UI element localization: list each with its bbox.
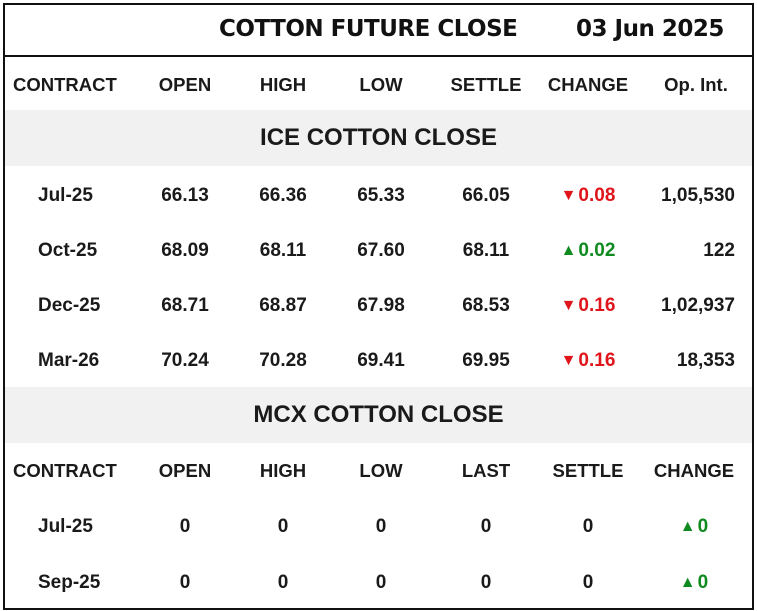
open-cell: 68.71 xyxy=(161,295,209,316)
header-open: OPEN xyxy=(158,74,212,95)
settle-cell: 68.53 xyxy=(462,295,510,316)
high-cell: 68.11 xyxy=(259,240,307,261)
table-row: Oct-25 68.09 68.11 67.60 68.11 ▲ 0.02 122 xyxy=(5,223,752,279)
change-value: 0.16 xyxy=(578,350,616,371)
settle-cell: 68.11 xyxy=(462,240,510,261)
high-cell: 0 xyxy=(277,516,289,537)
settle-cell: 66.05 xyxy=(462,185,510,206)
low-cell: 0 xyxy=(375,516,387,537)
change-value: 0 xyxy=(697,516,709,537)
low-cell: 65.33 xyxy=(357,185,405,206)
high-cell: 68.87 xyxy=(259,295,307,316)
contract-cell: Jul-25 xyxy=(38,185,93,206)
header-settle: SETTLE xyxy=(450,74,522,95)
mcx-section-title: MCX COTTON CLOSE xyxy=(5,387,752,443)
change-value: 0.02 xyxy=(578,240,616,261)
up-arrow-icon: ▲ xyxy=(560,242,577,259)
high-cell: 66.36 xyxy=(259,185,307,206)
change-cell: ▼ 0.16 xyxy=(543,333,633,389)
down-arrow-icon: ▼ xyxy=(560,187,577,204)
open-interest-cell: 18,353 xyxy=(676,350,735,371)
contract-cell: Mar-26 xyxy=(38,350,100,371)
cotton-close-table: COTTON FUTURE CLOSE 03 Jun 2025 CONTRACT… xyxy=(3,3,754,610)
table-row: Mar-26 70.24 70.28 69.41 69.95 ▼ 0.16 18,353 xyxy=(5,333,752,389)
contract-cell: Oct-25 xyxy=(38,240,98,261)
down-arrow-icon: ▼ xyxy=(560,352,577,369)
open-cell: 0 xyxy=(179,572,191,593)
ice-header-row: CONTRACT OPEN HIGH LOW SETTLE CHANGE Op.… xyxy=(5,57,752,113)
open-cell: 0 xyxy=(179,516,191,537)
settle-cell: 69.95 xyxy=(462,350,510,371)
change-value: 0 xyxy=(697,572,709,593)
low-cell: 67.60 xyxy=(357,240,405,261)
header-contract: CONTRACT xyxy=(13,74,117,95)
up-arrow-icon: ▲ xyxy=(679,574,696,591)
contract-cell: Dec-25 xyxy=(38,295,101,316)
down-arrow-icon: ▼ xyxy=(560,297,577,314)
open-cell: 70.24 xyxy=(161,350,209,371)
high-cell: 0 xyxy=(277,572,289,593)
last-cell: 0 xyxy=(480,572,492,593)
low-cell: 69.41 xyxy=(357,350,405,371)
table-row: Sep-25 0 0 0 0 0 ▲ 0 xyxy=(5,555,752,611)
settle-cell: 0 xyxy=(582,516,594,537)
header-contract: CONTRACT xyxy=(13,460,117,481)
header-last: LAST xyxy=(461,460,511,481)
title-bar: COTTON FUTURE CLOSE 03 Jun 2025 xyxy=(5,5,752,57)
contract-cell: Jul-25 xyxy=(38,516,93,537)
low-cell: 67.98 xyxy=(357,295,405,316)
change-cell: ▼ 0.08 xyxy=(543,168,633,224)
header-low: LOW xyxy=(359,74,403,95)
change-value: 0.08 xyxy=(578,185,616,206)
header-settle: SETTLE xyxy=(552,460,624,481)
header-high: HIGH xyxy=(259,74,307,95)
contract-cell: Sep-25 xyxy=(38,572,101,593)
header-change: CHANGE xyxy=(653,460,735,481)
change-cell: ▲ 0 xyxy=(645,555,743,611)
header-high: HIGH xyxy=(259,460,307,481)
open-cell: 66.13 xyxy=(161,185,209,206)
table-row: Jul-25 0 0 0 0 0 ▲ 0 xyxy=(5,499,752,555)
change-cell: ▲ 0.02 xyxy=(543,223,633,279)
up-arrow-icon: ▲ xyxy=(679,518,696,535)
report-title: COTTON FUTURE CLOSE xyxy=(219,16,518,42)
change-cell: ▲ 0 xyxy=(645,499,743,555)
report-date: 03 Jun 2025 xyxy=(576,16,724,42)
last-cell: 0 xyxy=(480,516,492,537)
change-value: 0.16 xyxy=(578,295,616,316)
header-change: CHANGE xyxy=(547,74,629,95)
open-interest-cell: 1,05,530 xyxy=(661,185,735,206)
ice-section-title: ICE COTTON CLOSE xyxy=(5,110,752,166)
settle-cell: 0 xyxy=(582,572,594,593)
open-cell: 68.09 xyxy=(161,240,209,261)
table-row: Dec-25 68.71 68.87 67.98 68.53 ▼ 0.16 1,02,937 xyxy=(5,278,752,334)
high-cell: 70.28 xyxy=(259,350,307,371)
open-interest-cell: 1,02,937 xyxy=(661,295,735,316)
change-cell: ▼ 0.16 xyxy=(543,278,633,334)
header-low: LOW xyxy=(359,460,403,481)
low-cell: 0 xyxy=(375,572,387,593)
header-open: OPEN xyxy=(158,460,212,481)
open-interest-cell: 122 xyxy=(703,240,735,261)
header-open-interest: Op. Int. xyxy=(664,74,728,95)
table-row: Jul-25 66.13 66.36 65.33 66.05 ▼ 0.08 1,05,530 xyxy=(5,168,752,224)
mcx-header-row: CONTRACT OPEN HIGH LOW LAST SETTLE CHANG… xyxy=(5,443,752,499)
